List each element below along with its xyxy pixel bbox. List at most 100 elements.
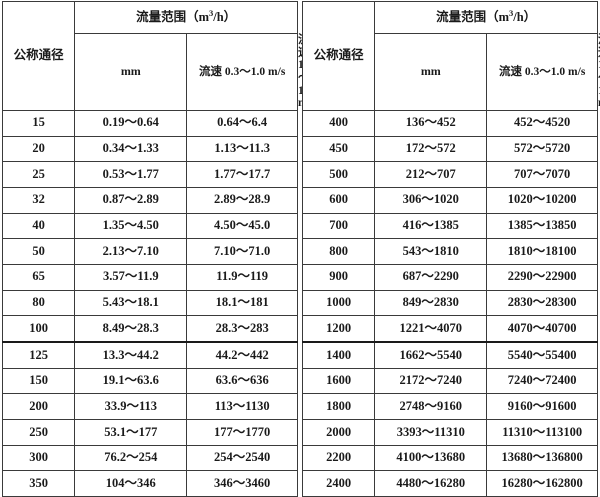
header-unit-mm: mm — [75, 34, 187, 111]
cell-flow-range-high-velocity: 18.1～181 — [187, 290, 298, 316]
cell-nominal-diameter: 20 — [3, 136, 75, 162]
cell-nominal-diameter: 25 — [3, 162, 75, 188]
cell-flow-range-high-velocity: 1020～10200 — [487, 187, 598, 213]
cell-nominal-diameter: 100 — [3, 316, 75, 342]
cell-nominal-diameter: 40 — [3, 213, 75, 239]
cell-flow-range-high-velocity: 177～1770 — [187, 420, 298, 446]
cell-flow-range-low-velocity: 849～2830 — [375, 290, 487, 316]
cell-flow-range-high-velocity: 452～4520 — [487, 110, 598, 136]
cell-flow-range-high-velocity: 1385～13850 — [487, 213, 598, 239]
cell-flow-range-low-velocity: 1221～4070 — [375, 316, 487, 342]
cell-flow-range-low-velocity: 543～1810 — [375, 239, 487, 265]
cell-nominal-diameter: 300 — [3, 445, 75, 471]
cell-flow-range-low-velocity: 104～346 — [75, 471, 187, 497]
cell-flow-range-low-velocity: 0.34～1.33 — [75, 136, 187, 162]
cell-flow-range-low-velocity: 416～1385 — [375, 213, 487, 239]
table-header-right: 公称通径 流量范围（m3/h） mm 流速 0.3～1.0 m/s 流速 1.0… — [303, 2, 598, 111]
cell-flow-range-low-velocity: 306～1020 — [375, 187, 487, 213]
cell-flow-range-low-velocity: 2172～7240 — [375, 368, 487, 394]
cell-flow-range-high-velocity: 2290～22900 — [487, 264, 598, 290]
cell-flow-range-low-velocity: 0.19～0.64 — [75, 110, 187, 136]
cell-flow-range-high-velocity: 346～3460 — [187, 471, 298, 497]
cell-nominal-diameter: 200 — [3, 394, 75, 420]
cell-nominal-diameter: 600 — [303, 187, 375, 213]
cell-flow-range-low-velocity: 687～2290 — [375, 264, 487, 290]
cell-nominal-diameter: 350 — [3, 471, 75, 497]
cell-flow-range-low-velocity: 3.57～11.9 — [75, 264, 187, 290]
cell-flow-range-high-velocity: 1.13～11.3 — [187, 136, 298, 162]
cell-flow-range-low-velocity: 0.87～2.89 — [75, 187, 187, 213]
cell-nominal-diameter: 2200 — [303, 445, 375, 471]
cell-nominal-diameter: 2400 — [303, 471, 375, 497]
cell-flow-range-high-velocity: 28.3～283 — [187, 316, 298, 342]
cell-flow-range-low-velocity: 1662～5540 — [375, 342, 487, 368]
cell-flow-range-high-velocity: 63.6～636 — [187, 368, 298, 394]
cell-flow-range-low-velocity: 1.35～4.50 — [75, 213, 187, 239]
cell-nominal-diameter: 1800 — [303, 394, 375, 420]
cell-nominal-diameter: 1200 — [303, 316, 375, 342]
flow-range-table-left: 公称通径 流量范围（m3/h） mm 流速 0.3～1.0 m/s 流速 1.0… — [2, 1, 298, 497]
header-velocity-low: 流速 0.3～1.0 m/s — [487, 34, 598, 111]
cell-flow-range-high-velocity: 1810～18100 — [487, 239, 598, 265]
cell-flow-range-high-velocity: 44.2～442 — [187, 342, 298, 368]
cell-nominal-diameter: 125 — [3, 342, 75, 368]
cell-flow-range-high-velocity: 1.77～17.7 — [187, 162, 298, 188]
cell-flow-range-low-velocity: 3393～11310 — [375, 420, 487, 446]
cell-nominal-diameter: 250 — [3, 420, 75, 446]
header-flow-range-tail: /h） — [513, 10, 536, 24]
cell-flow-range-low-velocity: 13.3～44.2 — [75, 342, 187, 368]
cell-flow-range-high-velocity: 9160～91600 — [487, 394, 598, 420]
cell-flow-range-low-velocity: 0.53～1.77 — [75, 162, 187, 188]
header-flow-range: 流量范围（m3/h） — [375, 2, 598, 34]
cell-nominal-diameter: 1600 — [303, 368, 375, 394]
cell-flow-range-high-velocity: 113～1130 — [187, 394, 298, 420]
cell-flow-range-high-velocity: 254～2540 — [187, 445, 298, 471]
cell-flow-range-high-velocity: 11.9～119 — [187, 264, 298, 290]
cell-nominal-diameter: 500 — [303, 162, 375, 188]
header-flow-range-text: 流量范围（m — [436, 10, 509, 24]
cell-nominal-diameter: 15 — [3, 110, 75, 136]
cell-flow-range-high-velocity: 0.64～6.4 — [187, 110, 298, 136]
cell-flow-range-high-velocity: 2.89～28.9 — [187, 187, 298, 213]
cell-nominal-diameter: 32 — [3, 187, 75, 213]
header-nominal-diameter: 公称通径 — [303, 2, 375, 111]
table-header-left: 公称通径 流量范围（m3/h） mm 流速 0.3～1.0 m/s 流速 1.0… — [3, 2, 298, 111]
cell-flow-range-low-velocity: 2.13～7.10 — [75, 239, 187, 265]
header-nominal-diameter: 公称通径 — [3, 2, 75, 111]
cell-flow-range-low-velocity: 5.43～18.1 — [75, 290, 187, 316]
cell-flow-range-low-velocity: 19.1～63.6 — [75, 368, 187, 394]
cell-flow-range-low-velocity: 53.1～177 — [75, 420, 187, 446]
cell-flow-range-high-velocity: 707～7070 — [487, 162, 598, 188]
cell-flow-range-high-velocity: 4070～40700 — [487, 316, 598, 342]
cell-nominal-diameter: 400 — [303, 110, 375, 136]
header-flow-range: 流量范围（m3/h） — [75, 2, 298, 34]
cell-flow-range-high-velocity: 4.50～45.0 — [187, 213, 298, 239]
header-flow-range-tail: /h） — [213, 10, 236, 24]
cell-flow-range-high-velocity: 11310～113100 — [487, 420, 598, 446]
cell-flow-range-low-velocity: 136～452 — [375, 110, 487, 136]
header-row-primary: 公称通径 流量范围（m3/h） — [3, 2, 298, 34]
